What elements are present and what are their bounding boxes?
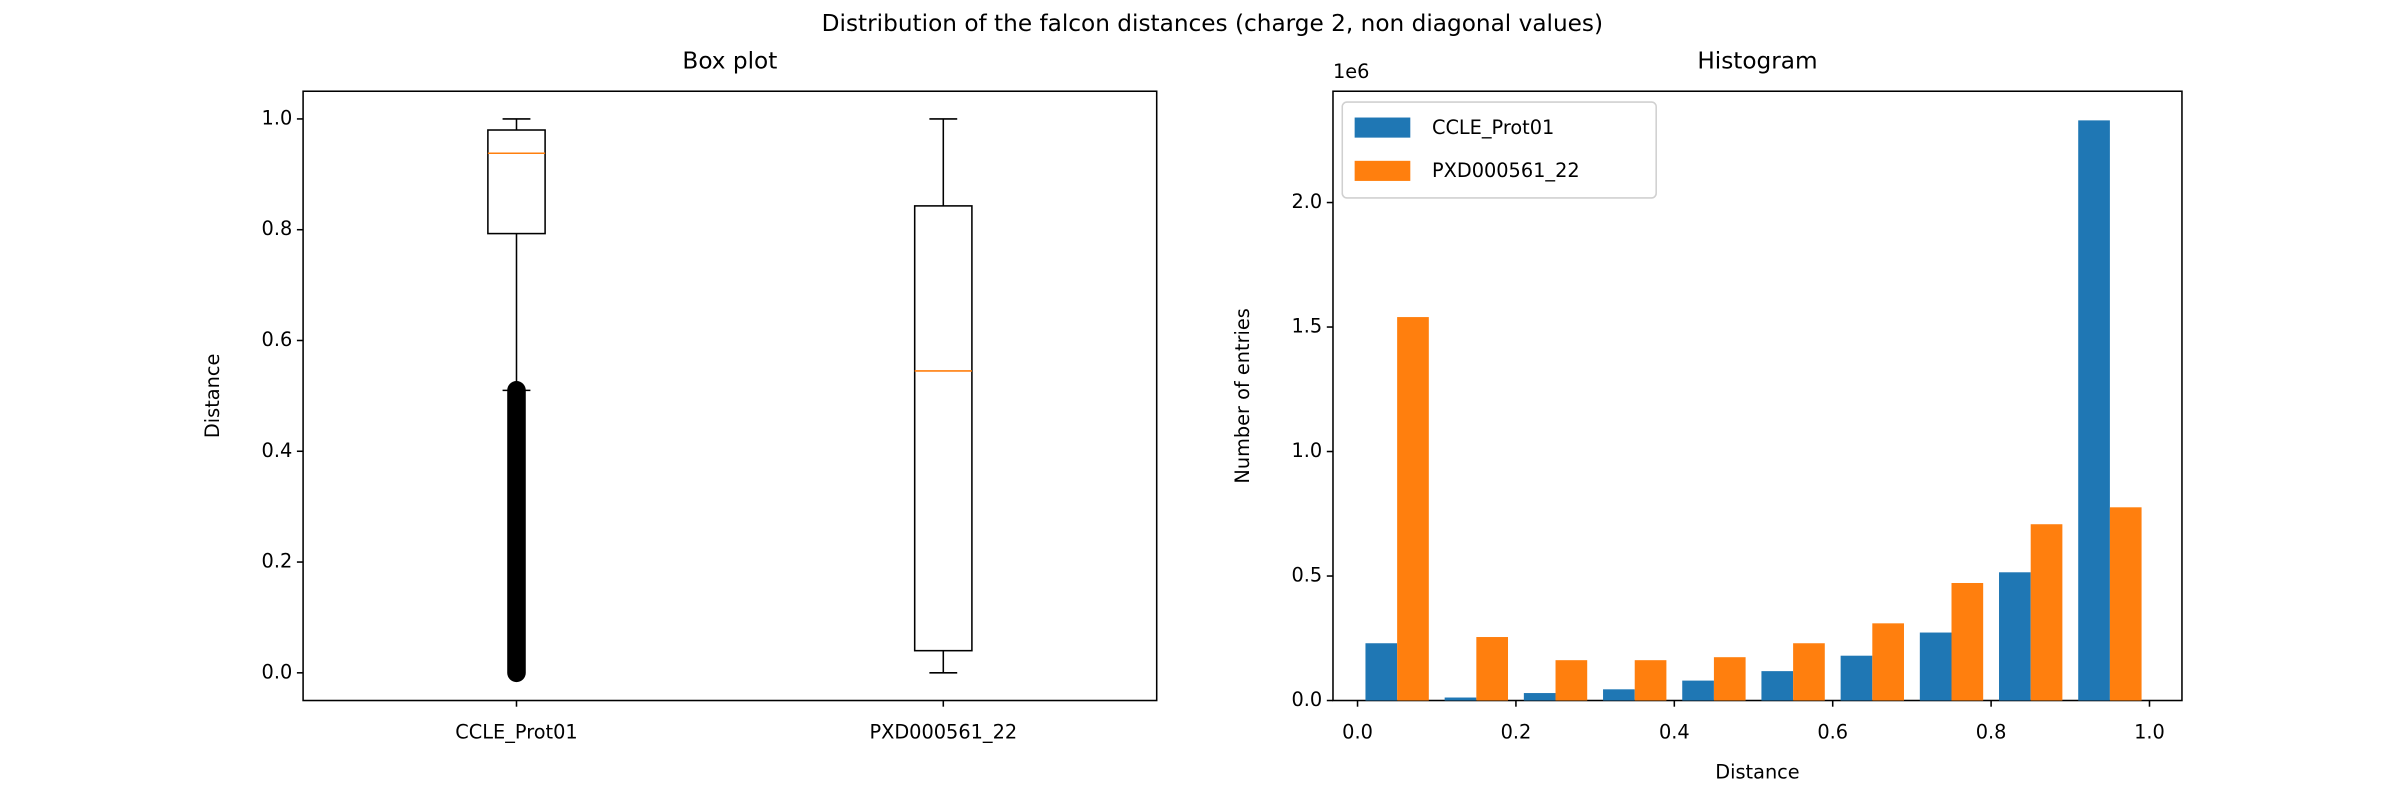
- histogram-bar: [1476, 637, 1509, 701]
- subplot-title: Box plot: [682, 47, 777, 74]
- histogram-bar: [2030, 524, 2063, 701]
- legend-swatch: [1354, 160, 1411, 181]
- histogram-bar: [1555, 660, 1588, 701]
- x-axis-label: Distance: [1715, 761, 1799, 784]
- box: [913, 205, 973, 652]
- legend-box: [1341, 101, 1657, 199]
- histogram-bar: [1523, 693, 1556, 701]
- y-tick-label: 0.0: [262, 660, 293, 683]
- legend-swatch: [1354, 117, 1411, 138]
- y-tick-label: 2.0: [1291, 190, 1322, 213]
- x-tick-label: 0.8: [1976, 720, 2007, 743]
- histogram-bar: [1919, 632, 1952, 701]
- y-tick-label: 0.2: [262, 550, 293, 573]
- histogram-bar: [1603, 689, 1635, 701]
- plot-frame: [1332, 90, 2183, 702]
- histogram-bar: [1872, 623, 1904, 701]
- legend-label: CCLE_Prot01: [1432, 116, 1554, 139]
- x-tick-label: 0.0: [1342, 720, 1373, 743]
- y-tick-label: 0.6: [262, 328, 293, 351]
- y-axis-label: Number of entries: [1231, 308, 1254, 483]
- histogram-bar: [1999, 572, 2031, 701]
- x-tick-label: 0.2: [1501, 720, 1532, 743]
- x-tick-label: 0.4: [1659, 720, 1690, 743]
- y-tick-label: 0.0: [1291, 688, 1322, 711]
- y-tick-label: 1.5: [1291, 315, 1322, 338]
- histogram-bar: [1951, 582, 1984, 701]
- histogram-bar: [1397, 317, 1429, 701]
- histogram-bar: [1444, 697, 1477, 701]
- histogram-bar: [1682, 680, 1714, 701]
- histogram-bar: [1840, 655, 1873, 701]
- plot-frame: [302, 90, 1158, 702]
- histogram-bar: [1634, 660, 1667, 701]
- histogram-bar: [1761, 671, 1794, 701]
- y-tick-label: 0.5: [1291, 564, 1322, 587]
- legend-label: PXD000561_22: [1432, 159, 1580, 182]
- x-tick-label: 1.0: [2134, 720, 2165, 743]
- y-tick-label: 0.4: [262, 439, 293, 462]
- y-tick-label: 0.8: [262, 217, 293, 240]
- box: [487, 129, 546, 235]
- y-tick-label: 1.0: [262, 106, 293, 129]
- histogram-bar: [1365, 643, 1398, 701]
- histogram-bar: [2109, 507, 2142, 701]
- figure-title: Distribution of the falcon distances (ch…: [822, 10, 1603, 37]
- y-offset-label: 1e6: [1333, 60, 1369, 83]
- histogram-bar: [2078, 120, 2110, 701]
- y-tick-label: 1.0: [1291, 439, 1322, 462]
- y-axis-label: Distance: [201, 354, 224, 438]
- x-tick-label: 0.6: [1817, 720, 1848, 743]
- x-tick-label: CCLE_Prot01: [455, 720, 577, 743]
- subplot-title: Histogram: [1697, 47, 1817, 74]
- x-tick-label: PXD000561_22: [869, 720, 1017, 743]
- histogram-bar: [1713, 657, 1746, 701]
- histogram-bar: [1793, 643, 1825, 701]
